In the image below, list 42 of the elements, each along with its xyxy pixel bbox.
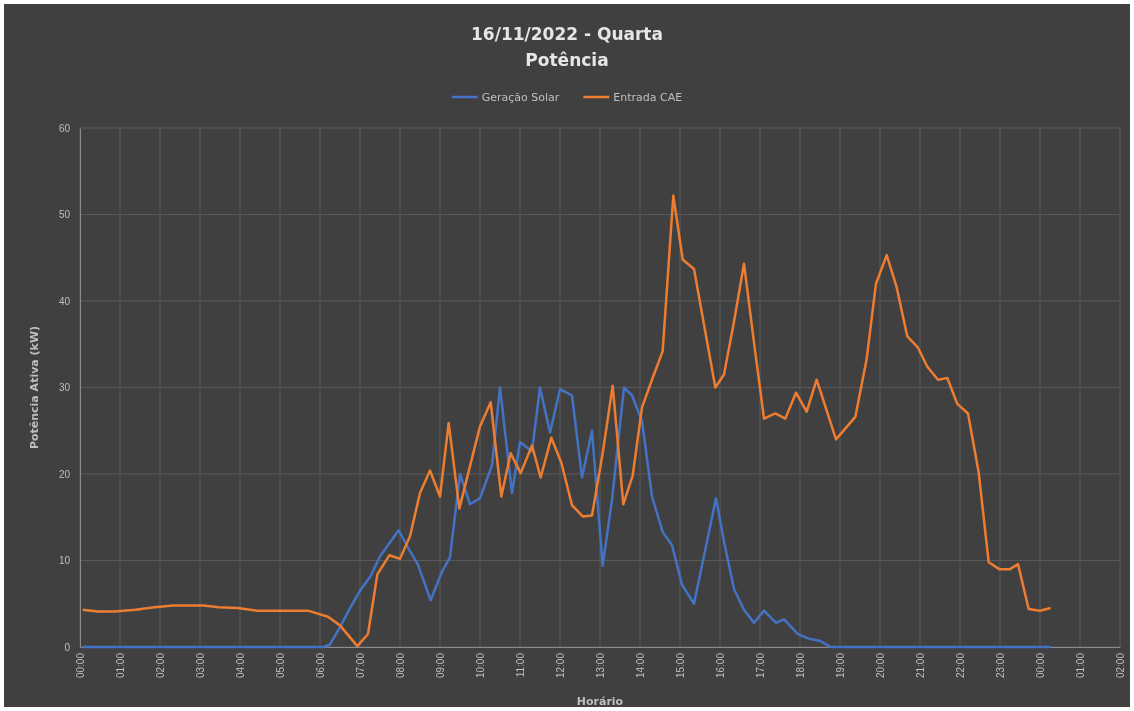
- line-series: [81, 386, 1052, 649]
- x-tick-label: 11:00: [514, 652, 526, 678]
- x-tick-label: 05:00: [274, 652, 286, 679]
- x-tick-label: 12:00: [554, 652, 566, 679]
- legend-label: Geração Solar: [481, 91, 560, 104]
- x-tick-label: 02:00: [154, 652, 166, 679]
- y-tick-label: 50: [58, 209, 71, 221]
- x-tick-label: 03:00: [194, 652, 206, 679]
- x-tick-label: 01:00: [1074, 652, 1086, 679]
- y-tick-label: 20: [58, 468, 71, 480]
- x-tick-label: 14:00: [634, 652, 646, 679]
- x-tick-label: 16:00: [714, 652, 726, 679]
- y-tick-label: 60: [58, 122, 71, 134]
- chart-title: 16/11/2022 - Quarta: [471, 24, 663, 44]
- x-tick-label: 00:00: [74, 652, 86, 679]
- line-series: [81, 194, 1052, 648]
- x-tick-label: 04:00: [234, 652, 246, 679]
- x-tick-label: 20:00: [874, 652, 886, 679]
- x-tick-label: 07:00: [354, 652, 366, 679]
- x-tick-label: 02:00: [1114, 652, 1126, 679]
- x-tick-label: 21:00: [914, 652, 926, 679]
- x-axis-title: Horário: [576, 695, 624, 708]
- x-tick-label: 15:00: [674, 652, 686, 679]
- x-tick-label: 06:00: [314, 652, 326, 679]
- x-tick-label: 17:00: [754, 652, 766, 679]
- y-tick-label: 40: [58, 295, 71, 307]
- legend-label: Entrada CAE: [613, 91, 683, 104]
- y-tick-label: 0: [64, 641, 71, 653]
- y-tick-label: 30: [58, 382, 71, 394]
- x-tick-label: 23:00: [994, 652, 1006, 679]
- y-tick-label: 10: [58, 555, 71, 567]
- x-tick-label: 00:00: [1034, 652, 1046, 679]
- x-tick-label: 13:00: [594, 652, 606, 679]
- x-tick-label: 18:00: [794, 652, 806, 679]
- x-tick-label: 22:00: [954, 652, 966, 679]
- x-tick-label: 19:00: [834, 652, 846, 679]
- x-tick-label: 09:00: [434, 652, 446, 679]
- y-axis-title: Potência Ativa (kW): [28, 325, 41, 450]
- x-tick-label: 01:00: [114, 652, 126, 679]
- chart-subtitle: Potência: [525, 50, 609, 70]
- x-tick-label: 10:00: [474, 652, 486, 679]
- x-tick-label: 08:00: [394, 652, 406, 679]
